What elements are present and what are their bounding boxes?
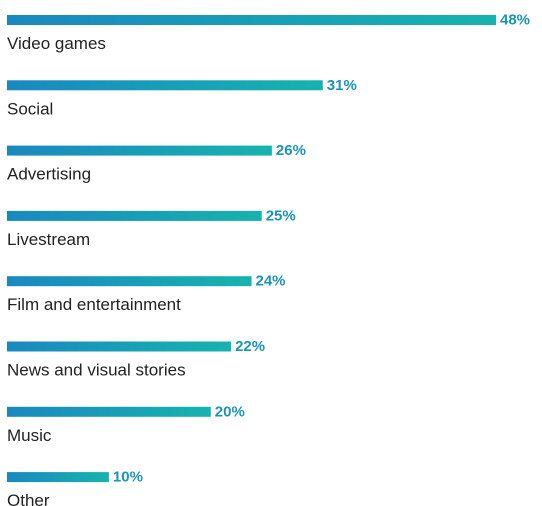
bar-row: 25% Livestream (7, 207, 296, 249)
bar (7, 15, 496, 25)
category-label: Advertising (7, 165, 91, 184)
data-label: 31% (327, 77, 357, 94)
bar-row: 22% News and visual stories (7, 338, 265, 380)
bar-row: 20% Music (7, 403, 245, 445)
bar-row: 10% Other (7, 469, 143, 506)
data-label: 10% (113, 469, 143, 486)
category-label: Livestream (7, 230, 90, 249)
category-label: Other (7, 491, 50, 506)
bar-row: 31% Social (7, 77, 357, 118)
bar (7, 210, 262, 221)
bar (7, 80, 323, 91)
category-label: Video games (7, 34, 106, 53)
data-label: 24% (256, 273, 286, 290)
bar (7, 145, 272, 156)
category-label: News and visual stories (7, 361, 186, 380)
data-label: 48% (500, 12, 530, 29)
category-label: Film and entertainment (7, 295, 181, 314)
data-label: 22% (235, 338, 265, 355)
bar (7, 406, 211, 417)
data-label: 20% (215, 403, 245, 420)
data-label: 26% (276, 142, 306, 159)
data-label: 25% (266, 207, 296, 224)
bar (7, 472, 109, 483)
category-label: Social (7, 99, 53, 118)
bar-row: 26% Advertising (7, 142, 306, 184)
category-label: Music (7, 426, 52, 445)
bar (7, 276, 252, 287)
bars-layer: 48% Video games 31% Social 26% Advertising 25%… (7, 12, 530, 506)
bar (7, 341, 232, 352)
bar-row: 48% Video games (7, 12, 530, 53)
bar-row: 24% Film and entertainment (7, 273, 286, 314)
